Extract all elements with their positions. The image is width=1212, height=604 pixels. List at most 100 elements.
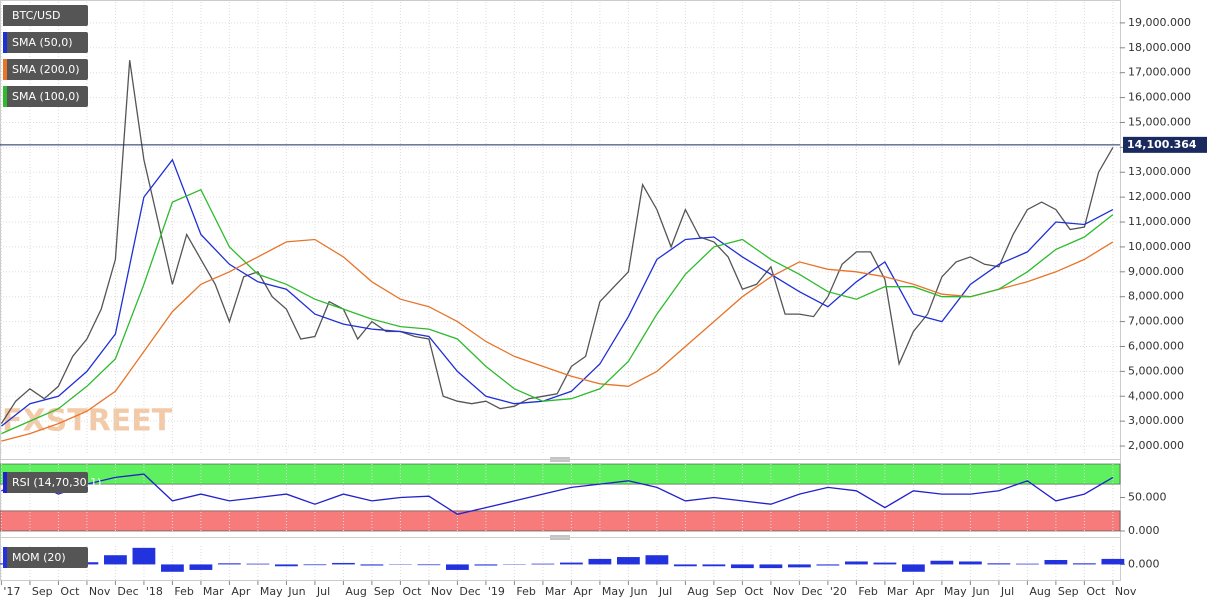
series-line	[1, 238, 1114, 442]
y-tick-label: 50.000	[1128, 491, 1167, 504]
bar	[759, 564, 783, 569]
x-tick-label: Sep	[32, 585, 53, 598]
x-tick-label: Nov	[773, 585, 795, 598]
x-tick-label: Mar	[545, 585, 566, 598]
frame	[0, 0, 1121, 581]
bar	[417, 564, 441, 566]
bar	[161, 564, 184, 572]
series-line	[1, 473, 1114, 515]
legend-label: MOM (20)	[12, 551, 66, 564]
x-tick-label: Mar	[887, 585, 908, 598]
x-tick-label: '20	[830, 585, 847, 598]
legend-item: SMA (50,0)	[3, 32, 88, 53]
bar	[218, 563, 241, 565]
x-tick-label: Sep	[716, 585, 737, 598]
bar	[673, 564, 697, 567]
y-tick-label: 18,000.000	[1128, 41, 1191, 54]
x-tick-label: Sep	[1058, 585, 1079, 598]
x-tick-label: '19	[488, 585, 505, 598]
x-tick-label: Aug	[345, 585, 366, 598]
x-tick-label: Dec	[459, 585, 480, 598]
y-tick-label: 12,000.000	[1128, 190, 1191, 203]
last-price-label: 14,100.364	[1127, 138, 1197, 151]
y-tick-label: 11,000.000	[1128, 215, 1191, 228]
bar	[730, 564, 754, 569]
last-price-box	[1123, 136, 1207, 153]
legend-swatch	[3, 472, 7, 493]
series-line	[0, 158, 1114, 427]
legend-item: SMA (100,0)	[3, 86, 88, 107]
zone	[0, 510, 1121, 532]
bar	[332, 562, 355, 565]
bar	[560, 562, 583, 565]
bar	[844, 561, 868, 565]
bar	[360, 564, 384, 566]
bar	[189, 564, 213, 570]
legend-swatch	[3, 59, 7, 80]
y-tick-label: 5,000.000	[1128, 364, 1184, 377]
bar	[787, 564, 811, 568]
y-tick-label: 19,000.000	[1128, 16, 1191, 29]
bar	[446, 564, 469, 570]
y-tick-label: 6,000.000	[1128, 339, 1184, 352]
series-line	[0, 60, 1114, 424]
bar	[1044, 560, 1068, 565]
y-tick-label: 15,000.000	[1128, 115, 1191, 128]
y-tick-label: 8,000.000	[1128, 290, 1184, 303]
legend-item: BTC/USD	[3, 5, 88, 26]
bar	[104, 555, 127, 565]
legend-label: SMA (100,0)	[12, 90, 80, 103]
separator	[550, 457, 570, 540]
legend-box	[3, 32, 88, 53]
x-tick-label: Jun	[287, 585, 305, 598]
x-tick-label: Nov	[431, 585, 453, 598]
legend-swatch	[3, 86, 7, 107]
bar	[1015, 563, 1039, 565]
x-tick-label: Nov	[1115, 585, 1137, 598]
zone	[0, 463, 1121, 485]
bar	[1072, 563, 1096, 565]
bar	[531, 563, 555, 565]
legend-swatch	[3, 547, 7, 568]
bar	[987, 563, 1011, 565]
legend-box	[3, 472, 88, 493]
bar	[275, 564, 298, 567]
x-tick-label: Oct	[744, 585, 764, 598]
legend-item: SMA (200,0)	[3, 59, 88, 80]
x-tick-label: Apr	[573, 585, 593, 598]
x-tick-label: Mar	[203, 585, 224, 598]
x-tick-label: May	[602, 585, 625, 598]
x-tick-label: May	[260, 585, 283, 598]
legend-box	[3, 5, 88, 26]
x-tick-label: Oct	[1086, 585, 1106, 598]
x-tick-label: Feb	[174, 585, 193, 598]
bar	[702, 564, 726, 567]
x-tick-label: Apr	[231, 585, 251, 598]
bar	[1101, 558, 1125, 565]
x-tick-label: '17	[3, 585, 20, 598]
legend-box	[3, 547, 88, 568]
x-tick-label: Feb	[516, 585, 535, 598]
bar	[246, 563, 270, 565]
y-tick-label: 0.000	[1128, 557, 1160, 570]
x-tick-label: Aug	[1029, 585, 1050, 598]
y-tick-label: 9,000.000	[1128, 265, 1184, 278]
bar	[303, 564, 327, 566]
bar	[616, 557, 640, 565]
bar	[588, 558, 612, 565]
x-tick-label: Jul	[316, 585, 330, 598]
bar	[958, 561, 982, 565]
x-tick-label: Feb	[858, 585, 877, 598]
x-tick-label: Jun	[629, 585, 647, 598]
bar	[930, 560, 954, 565]
bar	[474, 564, 498, 566]
legend-label: SMA (50,0)	[12, 36, 73, 49]
y-tick-label: 13,000.000	[1128, 165, 1191, 178]
legend-label: BTC/USD	[12, 9, 61, 22]
x-tick-label: '18	[146, 585, 163, 598]
x-tick-label: Jun	[971, 585, 989, 598]
legend-swatch	[3, 5, 7, 26]
series-line	[1, 188, 1114, 435]
x-tick-label: May	[944, 585, 967, 598]
